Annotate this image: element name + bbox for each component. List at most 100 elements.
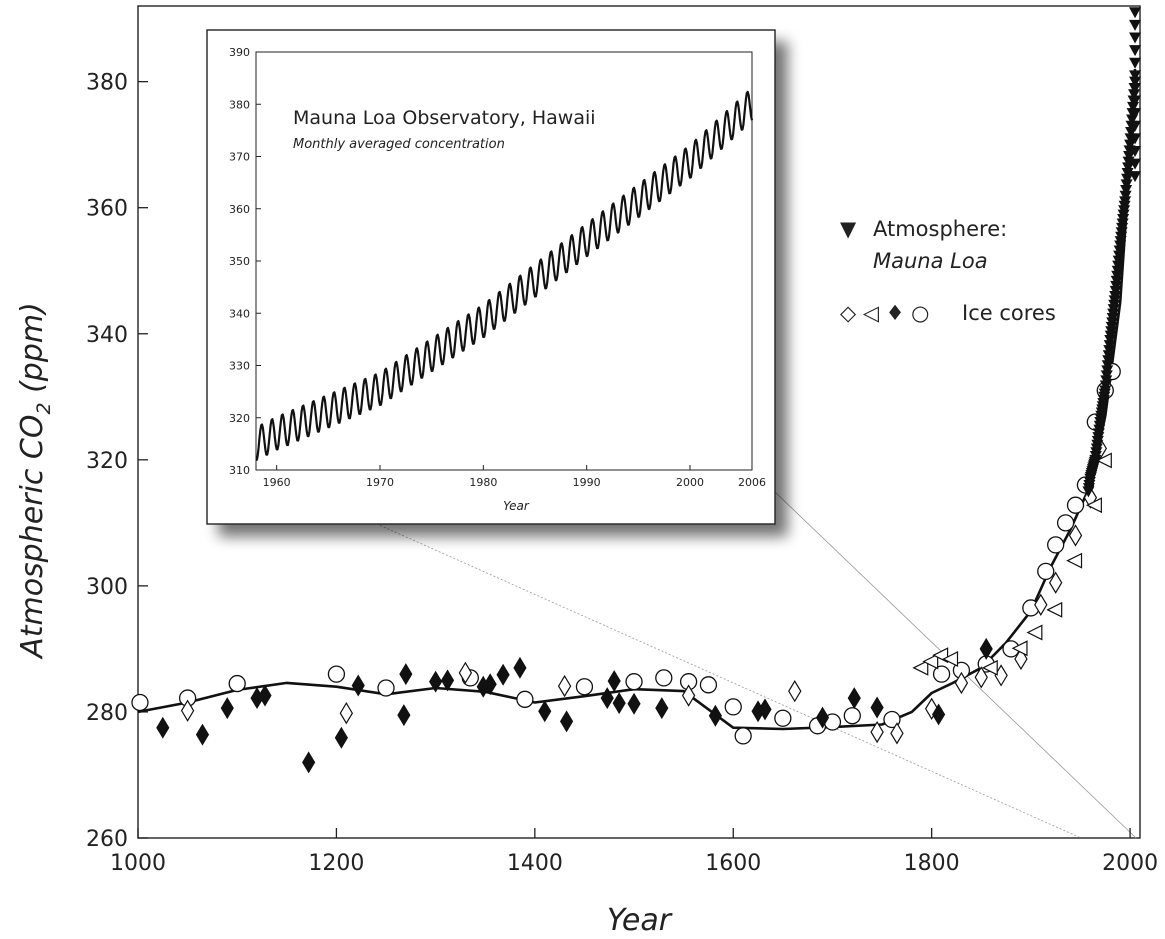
- ice-core-circle-marker: [1037, 562, 1055, 581]
- inset-panel: 310 320 330 340 350 360 370 380 390 1960 1970 1980…: [206, 29, 776, 525]
- ice-core-diamond-marker: [557, 674, 572, 698]
- x-tick-label: 1000: [110, 851, 166, 876]
- ice-core-triangle-marker: [1095, 452, 1112, 469]
- mauna-loa-triangle-marker: [1101, 365, 1114, 377]
- mauna-loa-triangle-marker: [1129, 171, 1142, 183]
- legend-ice-core-icons: ◇ ◁ ♦ ○: [840, 301, 929, 325]
- inset-y-tick-label: 340: [229, 307, 250, 320]
- y-tick-label: 280: [86, 701, 128, 726]
- ice-core-filled-diamond-marker: [195, 723, 210, 746]
- ice-core-diamond-marker: [180, 699, 195, 722]
- ice-core-filled-diamond-marker: [559, 710, 574, 733]
- ice-core-filled-diamond-marker: [334, 726, 348, 749]
- legend-ice-cores-label: Ice cores: [962, 301, 1056, 325]
- ice-core-triangle-marker: [912, 659, 929, 676]
- main-y-axis: 260 280 300 320 340 360 380: [86, 71, 148, 852]
- ice-core-diamond-marker: [954, 671, 969, 695]
- inset-y-tick-label: 360: [229, 203, 250, 216]
- mauna-loa-triangle-marker: [1111, 270, 1124, 282]
- ice-core-triangle-marker: [1026, 624, 1043, 641]
- ice-core-triangle-marker: [1086, 497, 1102, 514]
- ice-core-triangle-marker: [981, 659, 998, 676]
- inset-y-tick-label: 320: [229, 412, 250, 425]
- y-tick-label: 300: [86, 575, 128, 600]
- mauna-loa-triangle-marker: [1123, 151, 1136, 163]
- inset-monthly-path: [255, 90, 754, 461]
- mauna-loa-triangle-marker: [1129, 70, 1142, 82]
- ice-core-filled-diamond-marker: [932, 703, 946, 726]
- ice-core-circle-marker: [1047, 536, 1065, 554]
- x-tick-label: 1200: [308, 851, 364, 876]
- ice-core-filled-diamond-marker: [655, 697, 669, 720]
- mauna-loa-triangle-marker: [1102, 350, 1115, 362]
- mauna-loa-triangle-marker: [1112, 255, 1125, 267]
- legend-triangle-icon: ▼: [840, 217, 857, 241]
- inset-x-tick-label: 1970: [366, 476, 394, 489]
- zoom-guide-lines: [255, 469, 1137, 839]
- mauna-loa-triangle-marker: [1113, 245, 1126, 257]
- mauna-loa-triangle-marker: [1121, 173, 1134, 185]
- ice-core-filled-diamond-marker: [758, 698, 772, 721]
- ice-core-filled-diamond-marker: [483, 673, 497, 696]
- ice-core-filled-diamond-marker: [258, 684, 272, 707]
- mauna-loa-triangle-marker: [1111, 265, 1124, 277]
- ice-core-circle-marker: [131, 693, 149, 712]
- ice-core-circle-marker: [516, 690, 534, 708]
- ice-core-filled-diamond-marker: [513, 656, 527, 679]
- inset-x-tick-label: 1960: [263, 476, 291, 489]
- legend-atmosphere-label: Atmosphere:: [873, 217, 1007, 241]
- legend: ▼ Atmosphere: Mauna Loa ◇ ◁ ♦ ○ Ice core…: [840, 217, 1056, 325]
- ice-core-circle-marker: [774, 709, 792, 727]
- inset-x-tick-label: 2000: [676, 476, 704, 489]
- mauna-loa-triangle-marker: [1099, 385, 1112, 397]
- ice-core-circle-marker: [575, 678, 594, 696]
- mauna-loa-triangle-marker: [1129, 145, 1142, 157]
- inset-y-tick-label: 380: [229, 98, 250, 111]
- mauna-loa-triangle-marker: [1124, 139, 1137, 151]
- ice-core-circle-marker: [327, 665, 346, 683]
- inset-x-tick-label: 2006: [738, 476, 766, 489]
- ice-core-triangle-marker: [1011, 640, 1028, 657]
- ice-core-diamond-marker: [1034, 593, 1048, 616]
- mauna-loa-triangle-marker: [1109, 285, 1122, 297]
- ice-core-triangle-marker: [1066, 552, 1083, 569]
- mauna-loa-triangle-marker: [1102, 355, 1115, 367]
- mauna-loa-triangle-marker: [1129, 32, 1142, 44]
- inset-y-tick-label: 370: [229, 151, 250, 164]
- mauna-loa-triangle-marker: [1129, 45, 1142, 57]
- mauna-loa-triangle-marker: [1100, 370, 1113, 382]
- x-tick-label: 1800: [904, 851, 960, 876]
- ice-core-circle-marker: [1066, 496, 1085, 514]
- ice-core-circle-marker: [843, 707, 861, 725]
- ice-core-circle-marker: [625, 673, 643, 691]
- mauna-loa-triangle-marker: [1122, 162, 1135, 174]
- mauna-loa-triangle-marker: [1113, 250, 1126, 262]
- mauna-loa-triangle-marker: [1129, 133, 1142, 145]
- x-tick-label: 1600: [705, 851, 761, 876]
- mauna-loa-triangle-marker: [1110, 280, 1123, 292]
- ice-core-diamond-marker: [974, 666, 988, 689]
- inset-y-tick-label: 310: [229, 464, 250, 477]
- mauna-loa-triangle-marker: [1129, 82, 1142, 94]
- ice-core-circle-marker: [655, 669, 673, 687]
- inset-y-tick-label: 390: [229, 46, 250, 59]
- x-tick-label: 1400: [507, 851, 563, 876]
- ice-core-diamond-marker: [870, 720, 884, 744]
- y-axis-title-unit: (ppm): [15, 302, 50, 402]
- ice-core-filled-diamond-marker: [156, 716, 170, 739]
- ice-core-diamond-marker: [890, 722, 904, 745]
- ice-core-filled-diamond-marker: [708, 704, 722, 727]
- x-axis-title: Year: [607, 903, 673, 938]
- guide-line-left: [255, 469, 1082, 839]
- ice-core-filled-diamond-marker: [600, 687, 614, 710]
- y-tick-label: 340: [86, 323, 128, 348]
- ice-core-circle-marker: [377, 679, 395, 697]
- mauna-loa-triangle-marker: [1119, 196, 1132, 208]
- main-x-axis: 1000 1200 1400 1600 1800 2000: [110, 828, 1158, 876]
- mauna-loa-triangle-marker: [1129, 95, 1142, 107]
- mauna-loa-triangle-marker: [1120, 185, 1133, 197]
- inset-y-axis: 310 320 330 340 350 360 370 380 390: [229, 46, 261, 477]
- mauna-loa-triangle-marker: [1112, 260, 1125, 272]
- ice-core-filled-diamond-marker: [607, 670, 621, 693]
